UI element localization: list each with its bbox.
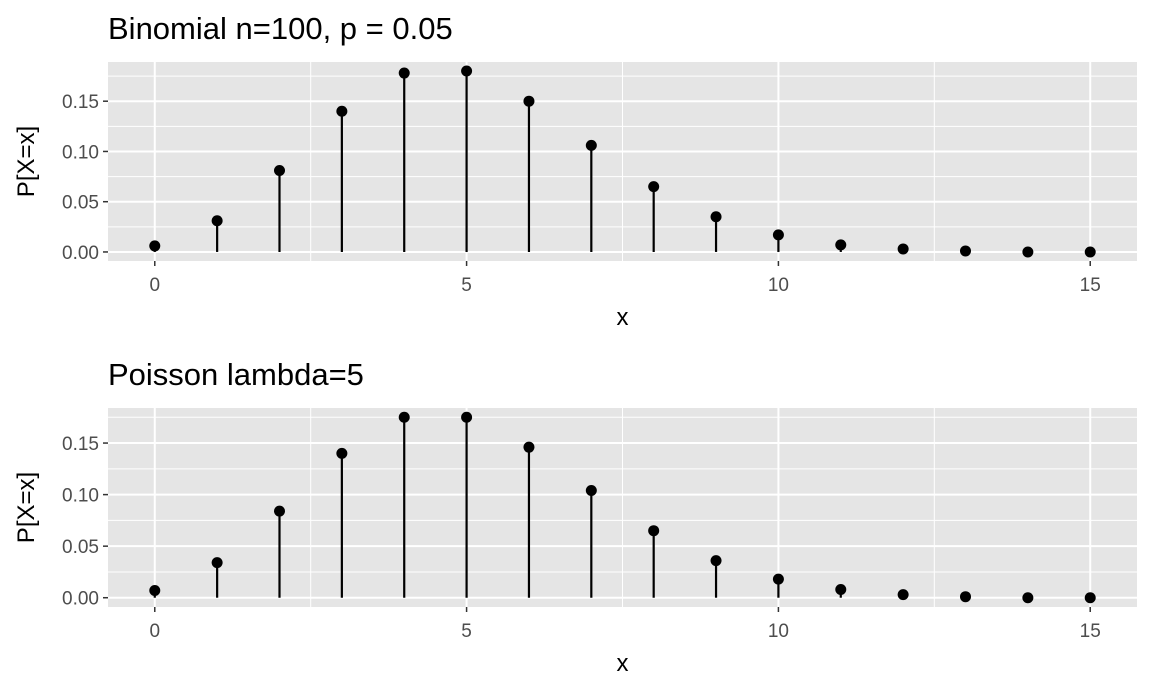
- point-7: [585, 484, 597, 496]
- point-3: [336, 105, 348, 117]
- x-tick-label: 5: [461, 621, 472, 642]
- point-1: [211, 557, 223, 569]
- y-tick-label: 0.00: [62, 589, 99, 610]
- point-4: [398, 67, 410, 79]
- point-4: [398, 411, 410, 423]
- x-tick-label: 5: [461, 275, 472, 296]
- chart-poisson: Poisson lambda=5 0 5 10 15 0.00 0.05 0.10 0.15 x P…: [13, 357, 1137, 677]
- point-8: [648, 525, 660, 537]
- point-9: [710, 211, 722, 223]
- y-tick-label: 0.05: [62, 193, 99, 214]
- point-0: [149, 240, 161, 252]
- point-6: [523, 441, 535, 453]
- point-5: [461, 65, 473, 77]
- point-12: [897, 243, 909, 255]
- y-tick-label: 0.05: [62, 537, 99, 558]
- chart-title: Poisson lambda=5: [108, 357, 364, 392]
- point-13: [960, 245, 971, 257]
- point-15: [1084, 246, 1096, 258]
- x-tick-label: 15: [1080, 621, 1101, 642]
- point-2: [274, 505, 285, 517]
- point-6: [523, 95, 535, 107]
- data-marks: [149, 65, 1096, 258]
- point-10: [772, 229, 784, 241]
- x-tick-label: 0: [149, 275, 160, 296]
- x-tick-label: 10: [768, 275, 789, 296]
- point-15: [1084, 592, 1096, 604]
- point-11: [835, 583, 847, 595]
- y-tick-label: 0.15: [62, 434, 99, 455]
- point-5: [461, 411, 473, 423]
- point-1: [211, 215, 223, 227]
- y-tick-label: 0.15: [62, 92, 99, 113]
- x-tick-label: 10: [768, 621, 789, 642]
- x-tick-label: 15: [1080, 275, 1101, 296]
- y-tick-label: 0.00: [62, 243, 99, 264]
- point-14: [1022, 592, 1034, 604]
- y-tick-label: 0.10: [62, 486, 99, 507]
- point-13: [960, 591, 971, 603]
- point-11: [835, 239, 847, 251]
- point-2: [274, 165, 285, 177]
- point-9: [710, 555, 722, 567]
- point-0: [149, 585, 161, 597]
- x-tick-label: 0: [149, 621, 160, 642]
- data-marks: [149, 411, 1096, 604]
- point-14: [1022, 246, 1034, 258]
- y-axis-title: P[X=x]: [13, 472, 40, 543]
- y-tick-label: 0.10: [62, 142, 99, 163]
- point-7: [585, 139, 597, 151]
- point-3: [336, 447, 348, 459]
- y-axis-title: P[X=x]: [13, 126, 40, 197]
- x-axis-title: x: [617, 304, 629, 331]
- point-8: [648, 181, 660, 193]
- point-10: [772, 573, 784, 585]
- chart-binomial: Binomial n=100, p = 0.05 0 5 10 15 0.00 0.05 0.…: [13, 11, 1137, 331]
- chart-title: Binomial n=100, p = 0.05: [108, 11, 453, 46]
- x-axis-title: x: [617, 650, 629, 677]
- point-12: [897, 589, 909, 601]
